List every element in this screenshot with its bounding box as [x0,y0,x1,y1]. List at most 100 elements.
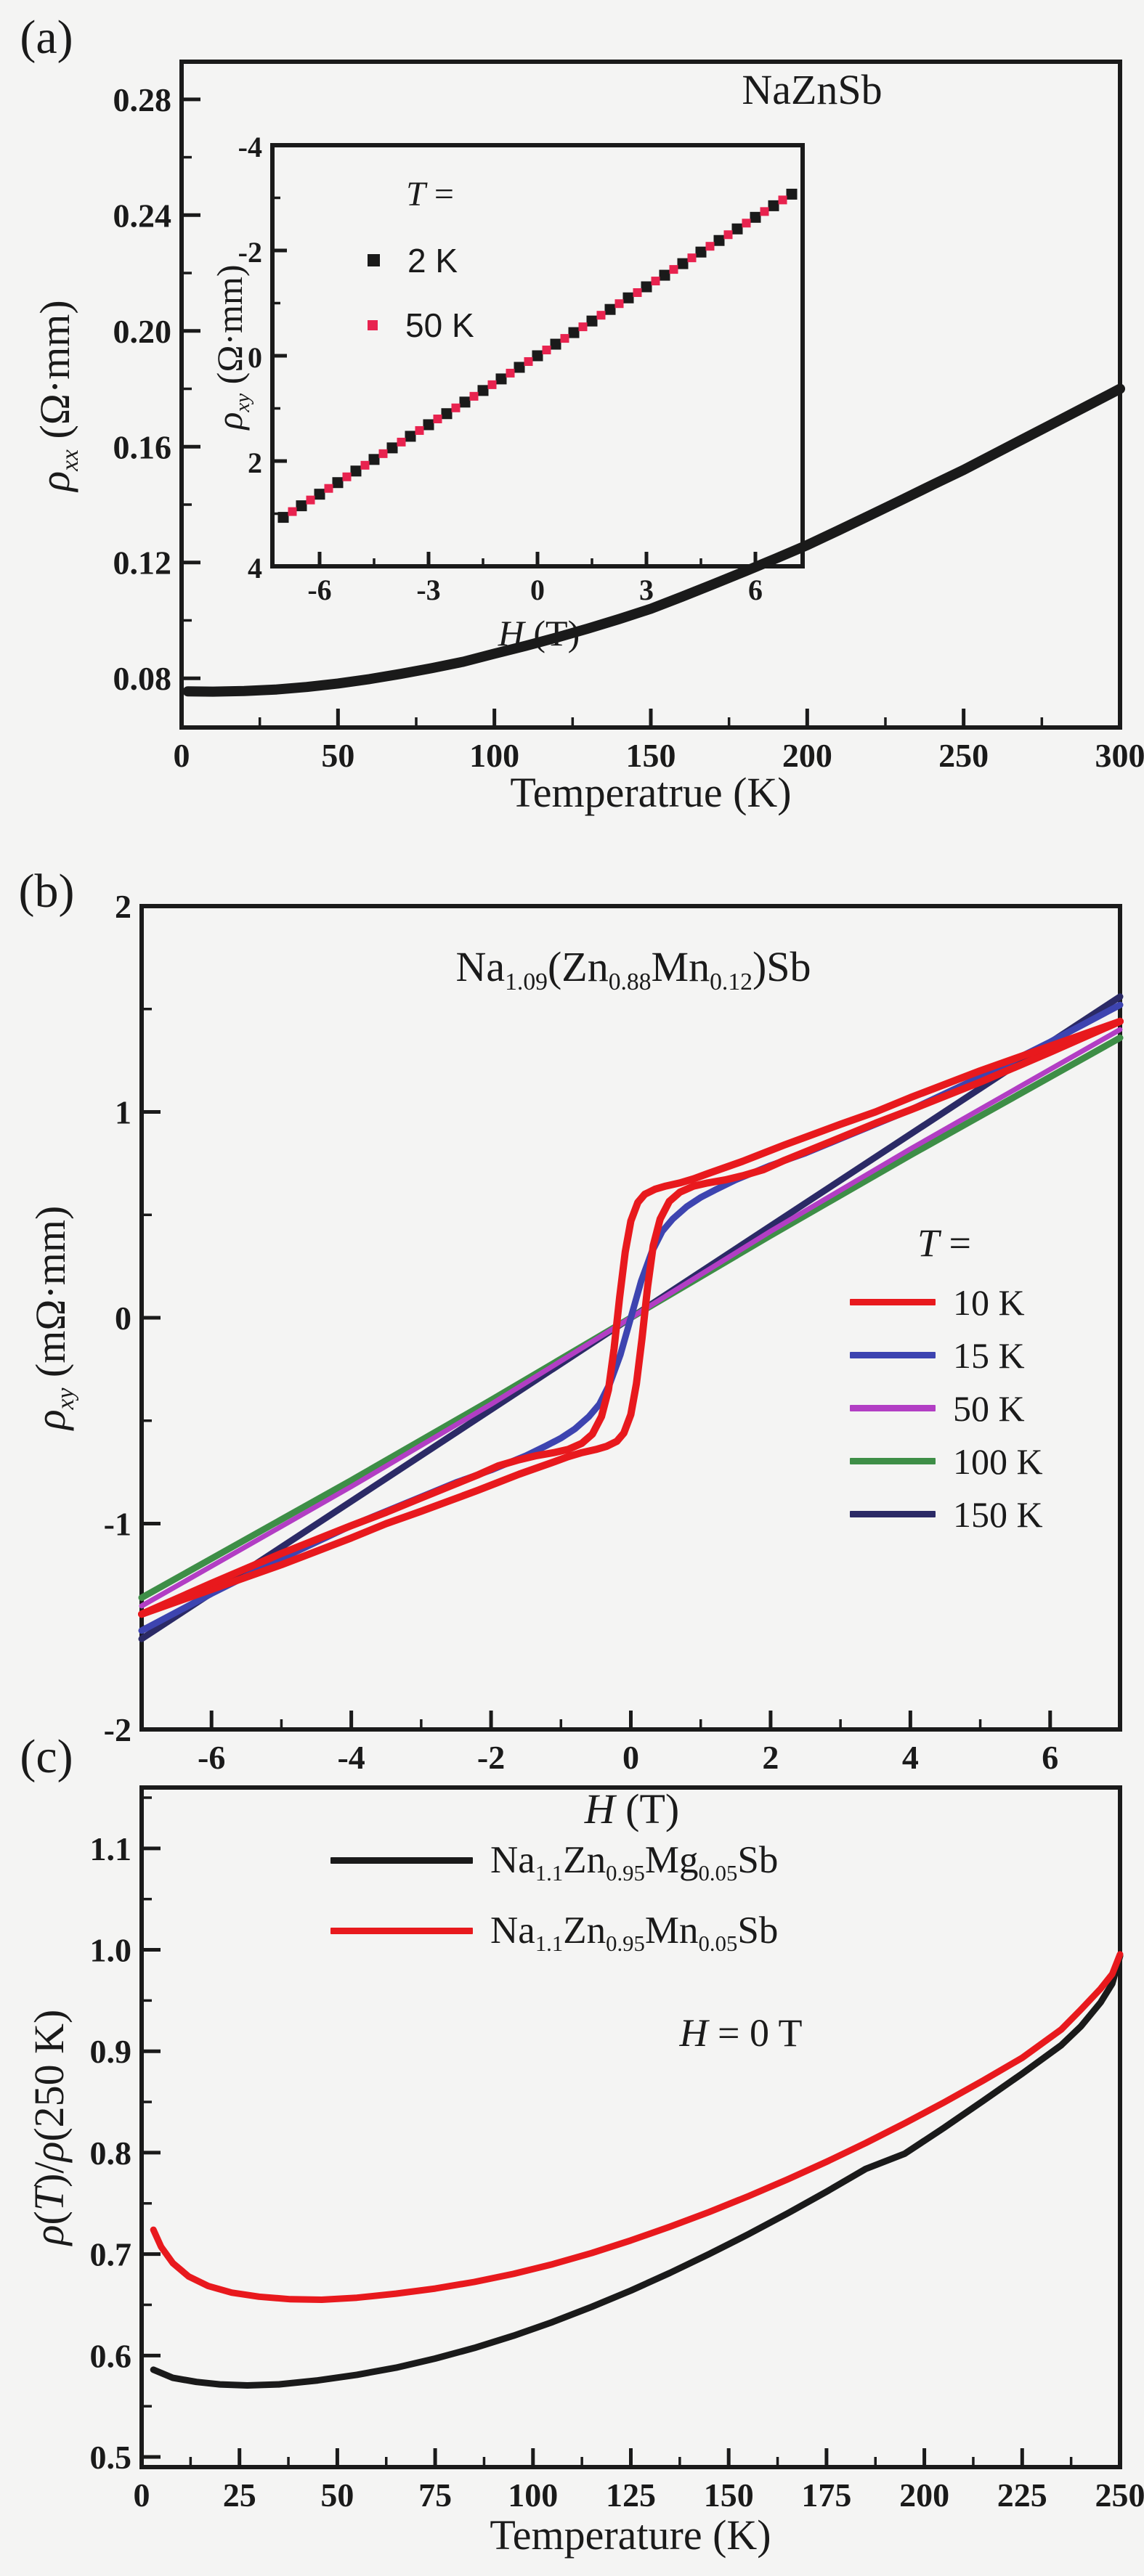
panel-inset-marker-hall_2K [659,269,670,281]
panel-inset-marker-hall_2K [386,442,398,454]
legend-line-marker [330,1928,473,1934]
panel-b-xtick-label: 2 [762,1739,779,1776]
panel-inset-marker-hall_2K [713,235,725,246]
panel-c-ytick-label: 0.5 [90,2439,132,2476]
panel-inset-marker-hall_2K [495,373,507,385]
text-fragment: T [406,175,426,213]
panel-c-xtick-label: 25 [223,2477,256,2514]
panel-inset-marker-hall_50K [669,265,678,274]
text-fragment: T [25,2187,73,2212]
legend-item: 10 K [850,1276,1043,1329]
panel-inset-xtick-label: 3 [639,574,654,606]
panel-a-xtick-label: 150 [626,737,676,774]
panel-c-xtick-label: 125 [606,2477,656,2514]
text-fragment: )Sb [752,943,811,990]
panel-inset-marker-hall_2K [750,211,761,223]
panel-inset-marker-hall_2K [277,512,289,523]
text-fragment: Mg [644,1839,699,1881]
panel-inset-marker-hall_2K [768,200,779,211]
panel-inset-marker-hall_50K [360,460,370,470]
panel-c-xtick-label: 50 [320,2477,354,2514]
panel-a-ytick-label: 0.08 [113,660,172,697]
panel-b-curve-10K-return [138,1017,1124,1618]
legend-label: 50 K [405,306,474,344]
panel-a-xlabel: Temperatrue (K) [510,772,791,814]
panel-c-xlabel: Temperature (K) [490,2514,771,2556]
inset-legend-title: T = [406,177,454,212]
panel-a-ytick-label: 0.12 [113,545,172,582]
panel-inset-marker-hall_2K [550,338,561,350]
panel-c-xtick-label: 0 [134,2477,150,2514]
text-fragment: Temperatrue (K) [510,769,792,816]
text-fragment: (T) [524,613,580,653]
panel-c-xtick-label: 75 [418,2477,452,2514]
panel-inset-ytick-label: 4 [248,552,262,584]
panel-inset-marker-hall_50K [288,507,297,516]
panel-inset-marker-hall_50K [614,299,624,309]
text-fragment: xy [231,393,255,412]
panel-b-ytick-label: -2 [104,1711,131,1748]
panel-inset-ytick-label: 0 [248,341,262,374]
legend-item: 15 K [850,1329,1043,1382]
panel-inset-marker-hall_50K [542,346,551,355]
panel-inset-xtick-label: -6 [307,574,331,606]
panel-b-legend-title: T = [917,1223,971,1263]
panel-b-ytick-label: 1 [115,1094,131,1131]
panel-a-letter: (a) [20,11,73,64]
panel-inset-marker-hall_50K [378,449,388,458]
text-fragment: xy [52,1387,79,1410]
panel-b-ytick-label: -1 [104,1506,131,1543]
panel-inset-marker-hall_2K [368,454,380,465]
panel-a-ytick-label: 0.20 [113,313,172,350]
inset-legend: 2 K 50 K [368,228,474,357]
text-fragment: 1.1 [535,1860,564,1886]
panel-inset-marker-hall_2K [350,465,362,477]
panel-c-xtick-label: 225 [997,2477,1047,2514]
panel-inset-marker-hall_2K [459,396,471,408]
panel-b-ytick-label: 2 [115,888,131,925]
panel-inset-marker-hall_2K [441,408,453,420]
panel-c-xtick-label: 250 [1095,2477,1144,2514]
text-fragment: H [679,2011,708,2055]
panel-inset-marker-hall_50K [415,425,424,435]
text-fragment: 1.1 [535,1931,564,1956]
text-fragment: 0.95 [606,1931,645,1956]
text-fragment: xx [56,449,84,471]
panel-b-curve-10K [138,1017,1124,1618]
text-fragment: ρ [25,2141,73,2162]
panel-inset-marker-hall_2K [332,477,344,489]
panel-inset-marker-hall_2K [532,350,543,362]
panel-inset-marker-hall_2K [477,385,489,396]
text-fragment: H [584,1785,615,1833]
legend-item: 2 K [368,228,474,293]
panel-inset-marker-hall_50K [596,311,606,320]
panel-inset-marker-hall_50K [306,495,315,505]
legend-line-marker [850,1458,936,1464]
panel-b-ylabel: ρxy (mΩ·mm) [27,1206,79,1430]
text-fragment: = [425,175,454,213]
panel-a-ytick-label: 0.28 [113,81,172,118]
panel-inset-marker-hall_2K [405,431,416,442]
text-fragment: Zn [563,1839,607,1881]
text-fragment: 0.05 [698,1931,738,1956]
legend-label: 50 K [953,1387,1025,1429]
panel-inset-marker-hall_50K [342,472,352,481]
legend-label: 2 K [407,241,458,280]
panel-c-letter: (c) [20,1730,73,1783]
text-fragment: T [917,1221,940,1265]
panel-b-legend: 10 K 15 K 50 K 100 K 150 K [850,1276,1043,1541]
panel-inset-marker-hall_2K [695,246,707,258]
panel-a-ytick-label: 0.24 [113,197,172,234]
text-fragment: )/ [25,2161,73,2188]
text-fragment: = [939,1221,972,1265]
text-fragment: Temperature (K) [490,2511,771,2559]
legend-line-marker [850,1405,936,1411]
panel-b-ytick-label: 0 [115,1300,131,1337]
panel-b: -6 -4 -2 0 2 4 6 -2 -1 0 1 2 [104,888,1124,1776]
panel-a-xtick-label: 50 [321,737,354,774]
text-fragment: Na [455,943,506,990]
panel-inset-ytick-label: -4 [238,131,262,163]
text-fragment: Na [490,1909,535,1952]
